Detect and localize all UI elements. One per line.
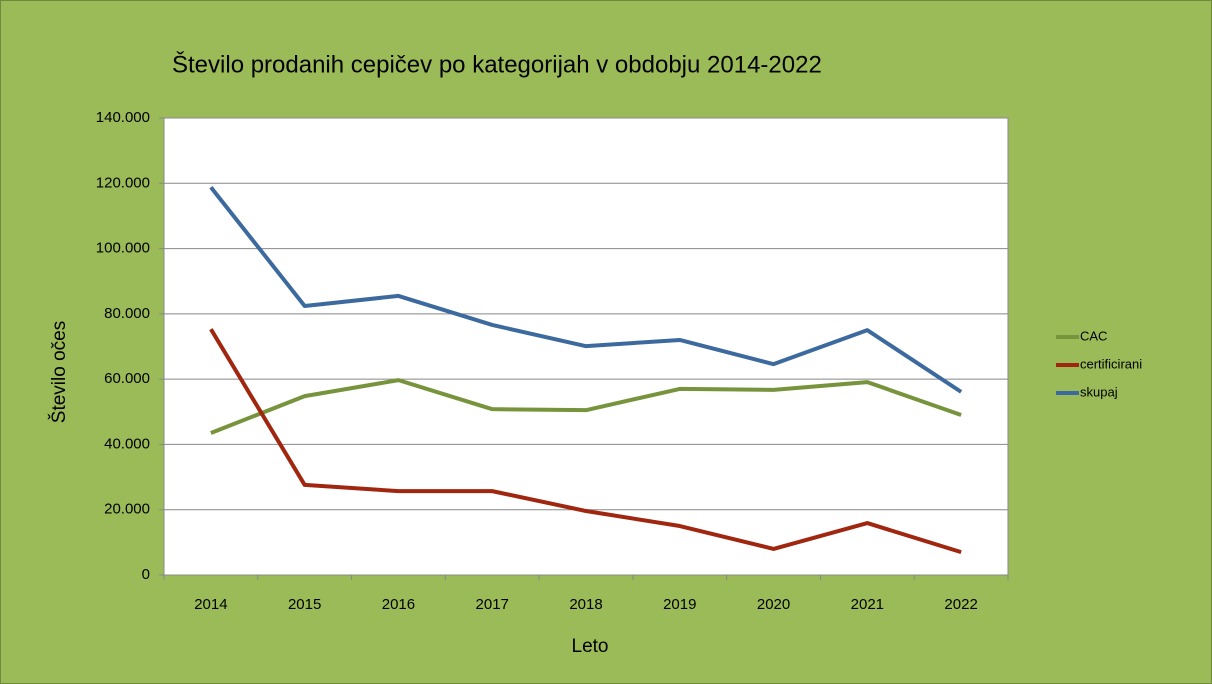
y-tick-label: 40.000 — [104, 435, 150, 452]
x-tick-label: 2015 — [288, 596, 321, 613]
legend-label: skupaj — [1080, 384, 1118, 399]
legend-label: CAC — [1080, 328, 1107, 343]
series-line — [210, 378, 962, 435]
x-tick-label: 2021 — [851, 596, 884, 613]
y-tick-label: 0 — [142, 566, 150, 583]
x-tick-label: 2014 — [194, 596, 227, 613]
chart-title: Število prodanih cepičev po kategorijah … — [172, 50, 822, 78]
x-tick-label: 2020 — [757, 596, 790, 613]
y-tick-label: 100.000 — [96, 240, 150, 257]
x-tick-label: 2016 — [382, 596, 415, 613]
x-tick-label: 2017 — [476, 596, 509, 613]
x-tick-label: 2022 — [944, 596, 977, 613]
x-tick-label: 2018 — [569, 596, 602, 613]
y-tick-label: 20.000 — [104, 501, 150, 518]
y-tick-label: 60.000 — [104, 370, 150, 387]
x-axis-label: Leto — [572, 636, 609, 657]
legend-label: certificirani — [1080, 356, 1142, 371]
x-tick-label: 2019 — [663, 596, 696, 613]
y-tick-label: 80.000 — [104, 305, 150, 322]
y-tick-label: 120.000 — [96, 174, 150, 191]
series-line — [209, 185, 963, 394]
y-tick-label: 140.000 — [96, 109, 150, 126]
series-line — [209, 328, 962, 555]
y-axis-label: Število očes — [48, 321, 70, 423]
